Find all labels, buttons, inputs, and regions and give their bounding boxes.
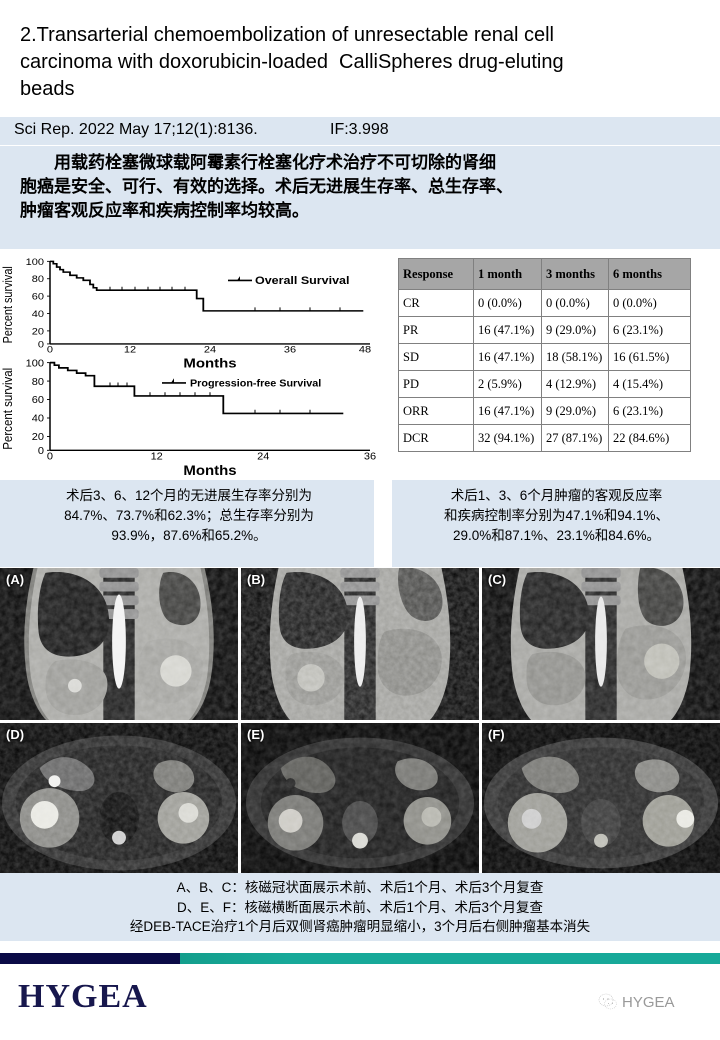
svg-text:24: 24: [204, 345, 217, 355]
svg-text:36: 36: [364, 451, 376, 463]
svg-text:100: 100: [26, 358, 44, 369]
svg-text:60: 60: [32, 395, 44, 407]
svg-text:Percent survival: Percent survival: [1, 368, 16, 450]
svg-text:60: 60: [32, 292, 45, 302]
svg-text:12: 12: [151, 451, 163, 463]
svg-text:Progression-free Survival: Progression-free Survival: [190, 379, 321, 390]
svg-text:48: 48: [359, 345, 372, 355]
svg-text:40: 40: [32, 413, 44, 425]
svg-text:20: 20: [32, 327, 45, 337]
svg-text:0: 0: [47, 345, 53, 355]
svg-text:36: 36: [284, 345, 297, 355]
svg-text:Overall Survival: Overall Survival: [255, 275, 349, 287]
svg-text:0: 0: [47, 451, 53, 463]
svg-text:100: 100: [26, 257, 45, 267]
svg-text:24: 24: [257, 451, 269, 463]
svg-text:Months: Months: [183, 464, 236, 478]
svg-text:80: 80: [32, 376, 44, 388]
svg-text:12: 12: [124, 345, 137, 355]
svg-text:0: 0: [38, 445, 44, 457]
svg-text:Percent survival: Percent survival: [1, 266, 15, 343]
svg-text:20: 20: [32, 432, 44, 444]
svg-text:40: 40: [32, 310, 45, 320]
svg-text:80: 80: [32, 275, 45, 285]
svg-text:0: 0: [38, 340, 44, 350]
